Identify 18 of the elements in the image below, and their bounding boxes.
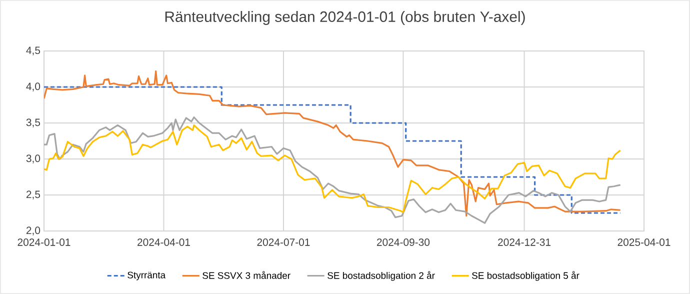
legend-label: Styrränta bbox=[128, 272, 166, 280]
y-tick-label: 2,5 bbox=[26, 190, 40, 200]
x-tick-label: 2024-04-01 bbox=[138, 238, 190, 246]
legend-label: SE bostadsobligation 5 år bbox=[472, 271, 580, 281]
x-tick-label: 2024-07-01 bbox=[257, 238, 310, 246]
y-tick-label: 4,0 bbox=[26, 82, 40, 92]
legend-label: SE bostadsobligation 2 år bbox=[328, 271, 435, 281]
y-tick-label: 2,0 bbox=[26, 226, 40, 236]
line-series bbox=[44, 124, 622, 214]
y-tick-label: 4,5 bbox=[26, 46, 40, 56]
y-tick-label: 3,5 bbox=[26, 118, 40, 128]
y-tick-label: 3,0 bbox=[26, 154, 40, 164]
x-tick-label: 2025-04-01 bbox=[618, 238, 670, 246]
x-tick-label: 2024-01-01 bbox=[18, 238, 70, 246]
x-tick-label: 2024-09-30 bbox=[376, 238, 430, 246]
chart-title: Ränteutveckling sedan 2024-01-01 (obs bruten Y-axel) bbox=[165, 11, 525, 25]
x-tick-label: 2024-12-31 bbox=[498, 238, 550, 246]
legend-label: SE SSVX 3 månader bbox=[202, 271, 290, 279]
